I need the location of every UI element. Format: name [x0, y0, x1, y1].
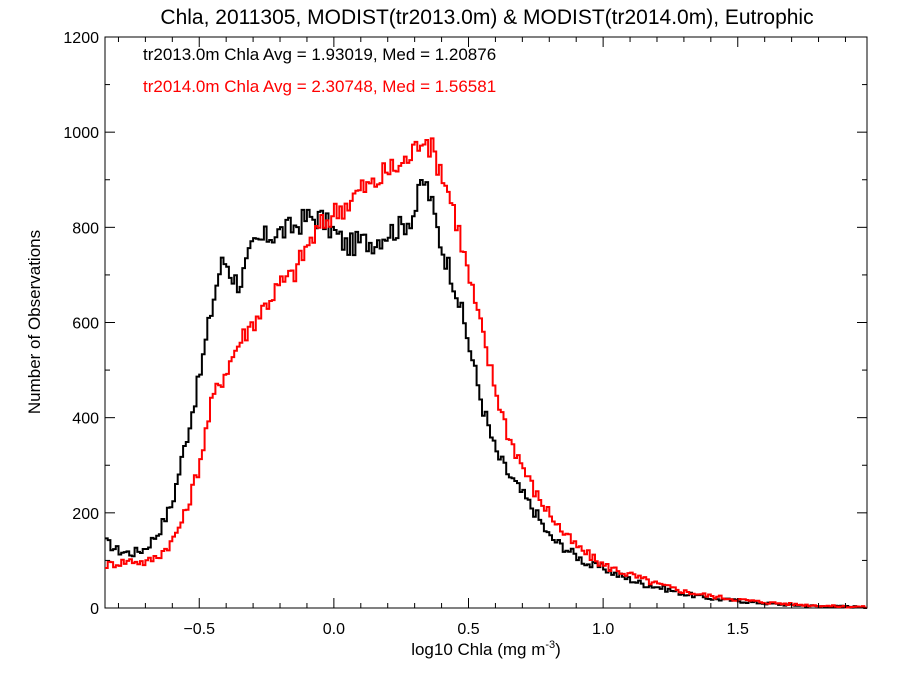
series-layer — [105, 137, 867, 609]
y-tick-label: 1000 — [63, 125, 99, 142]
plot-frame — [104, 36, 868, 609]
x-tick-label: 0.0 — [323, 621, 345, 638]
x-axis-label-exponent: -3 — [545, 639, 555, 651]
x-axis-label-base: log10 Chla (mg m — [411, 640, 545, 659]
series-stat-label-0: tr2013.0m Chla Avg = 1.93019, Med = 1.20… — [143, 45, 496, 64]
y-axis-ticks: 0 200 400 600 800 1000 1200 — [63, 30, 867, 618]
y-tick-label: 800 — [72, 220, 99, 237]
series-line-0 — [105, 179, 867, 609]
y-tick-label: 0 — [90, 601, 99, 618]
x-tick-label: −0.5 — [183, 621, 215, 638]
series-stat-label-1: tr2014.0m Chla Avg = 2.30748, Med = 1.56… — [143, 77, 496, 96]
x-axis-label: log10 Chla (mg m-3) — [411, 639, 561, 659]
x-axis-ticks: −0.5 0.0 0.5 1.0 1.5 — [117, 37, 846, 638]
chart-title: Chla, 2011305, MODIST(tr2013.0m) & MODIS… — [160, 6, 813, 29]
y-tick-label: 1200 — [63, 30, 99, 47]
y-tick-label: 600 — [72, 316, 99, 333]
x-tick-label: 1.0 — [592, 621, 614, 638]
y-tick-label: 400 — [72, 411, 99, 428]
plot-border — [104, 36, 868, 609]
y-tick-label: 200 — [72, 506, 99, 523]
y-axis-label: Number of Observations — [25, 230, 44, 414]
series-line-1 — [105, 137, 867, 609]
x-tick-label: 1.5 — [727, 621, 749, 638]
x-tick-label: 0.5 — [457, 621, 479, 638]
x-axis-label-close: ) — [555, 640, 561, 659]
